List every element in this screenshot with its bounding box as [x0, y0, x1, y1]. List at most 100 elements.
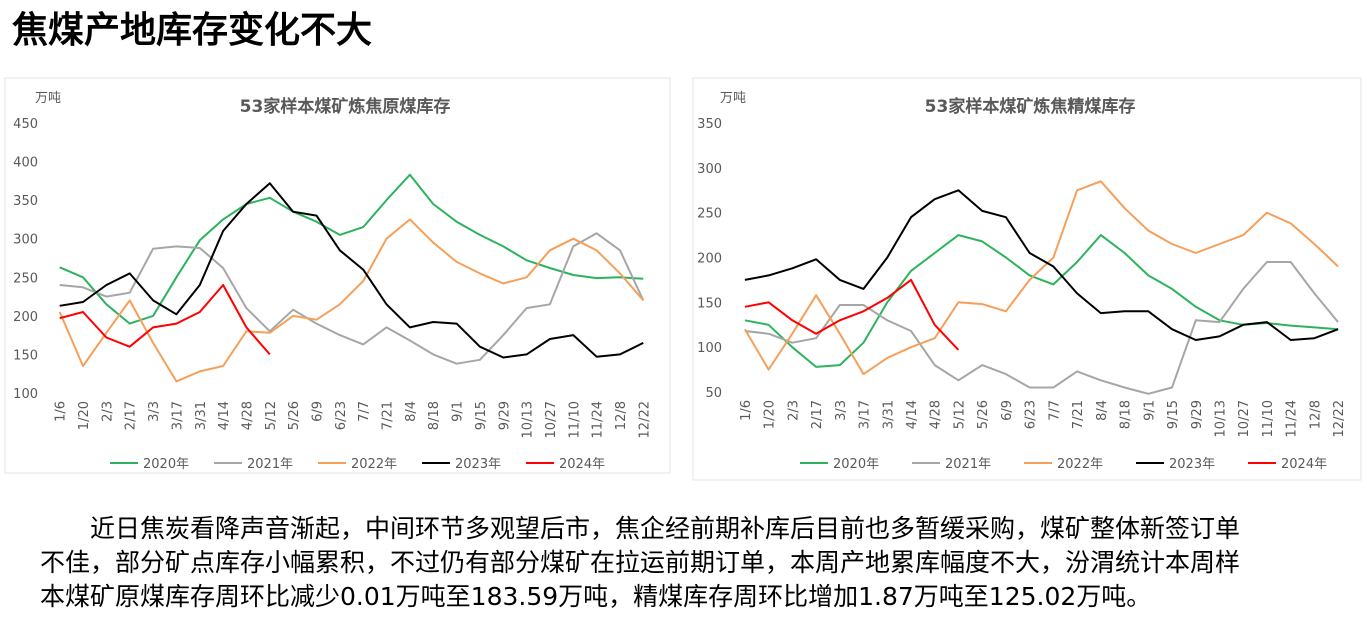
y-tick-label: 250 [13, 271, 38, 286]
y-tick-label: 250 [697, 207, 722, 222]
legend-label: 2024年 [1281, 457, 1327, 472]
y-axis-unit: 万吨 [720, 91, 746, 106]
paragraph-line: 不佳，部分矿点库存小幅累积，不过仍有部分煤矿在拉运前期订单，本周产地累库幅度不大… [40, 548, 1241, 577]
x-tick-label: 11/10 [567, 401, 582, 438]
x-tick-label: 12/22 [637, 401, 652, 438]
x-tick-label: 11/24 [1285, 400, 1300, 437]
paragraph-line: 近日焦炭看降声音渐起，中间环节多观望后市，焦企经前期补库后目前也多暂缓采购，煤矿… [90, 514, 1241, 543]
x-tick-label: 10/13 [521, 401, 536, 438]
x-tick-label: 3/3 [834, 400, 849, 421]
legend-label: 2023年 [455, 457, 501, 472]
x-tick-label: 6/23 [1024, 400, 1039, 429]
x-tick-label: 3/3 [147, 401, 162, 422]
x-tick-label: 4/14 [217, 401, 232, 430]
x-tick-label: 11/10 [1261, 400, 1276, 437]
legend-label: 2022年 [1057, 457, 1103, 472]
y-tick-label: 100 [697, 341, 722, 356]
x-tick-label: 5/26 [976, 400, 991, 429]
x-tick-label: 2/17 [124, 401, 139, 430]
series-line [59, 173, 644, 325]
series-line [59, 232, 645, 365]
series-line [744, 261, 1339, 395]
x-tick-label: 5/12 [952, 400, 967, 429]
x-tick-label: 6/23 [334, 401, 349, 430]
y-tick-label: 450 [13, 117, 38, 132]
paragraph-line: 本煤矿原煤库存周环比减少0.01万吨至183.59万吨，精煤库存周环比增加1.8… [40, 582, 1152, 611]
x-tick-label: 9/1 [451, 401, 466, 422]
x-tick-label: 10/27 [544, 401, 559, 438]
charts: 焦煤产地库存变化不大 53家样本煤矿炼焦原煤库存 万吨 100 150 200 250 30… [4, 9, 1362, 481]
x-tick-label: 6/9 [1000, 400, 1015, 421]
x-tick-label: 9/29 [497, 401, 512, 430]
x-tick-label: 4/28 [240, 401, 255, 430]
legend-label: 2021年 [247, 457, 293, 472]
series-line [59, 284, 271, 356]
paragraph: 近日焦炭看降声音渐起，中间环节多观望后市，焦企经前期补库后目前也多暂缓采购，煤矿… [40, 512, 1340, 614]
x-tick-label: 12/8 [1308, 400, 1323, 429]
x-tick-label: 9/29 [1190, 400, 1205, 429]
chart-title: 53家样本煤矿炼焦精煤库存 [925, 96, 1136, 117]
x-tick-label: 1/6 [739, 400, 754, 421]
x-tick-label: 7/21 [1071, 400, 1086, 429]
x-tick-label: 10/27 [1237, 400, 1252, 437]
x-tick-label: 12/22 [1332, 400, 1347, 437]
x-tick-label: 9/15 [474, 401, 489, 430]
x-tick-label: 9/15 [1166, 400, 1181, 429]
y-tick-label: 50 [705, 386, 722, 401]
x-tick-label: 1/20 [763, 400, 778, 429]
x-tick-label: 5/26 [287, 401, 302, 430]
series-line [58, 218, 645, 383]
x-tick-label: 1/6 [54, 401, 69, 422]
y-tick-label: 350 [13, 194, 38, 209]
x-tick-label: 8/4 [404, 401, 419, 422]
y-tick-label: 300 [13, 233, 38, 248]
legend-label: 2020年 [143, 457, 189, 472]
x-tick-label: 3/31 [881, 400, 896, 429]
x-tick-label: 5/12 [264, 401, 279, 430]
x-tick-label: 8/18 [1119, 400, 1134, 429]
legend-label: 2023年 [1169, 457, 1215, 472]
x-tick-label: 2/3 [100, 401, 115, 422]
x-tick-label: 11/24 [591, 401, 606, 438]
series-line [744, 180, 1339, 376]
x-tick-label: 2/3 [786, 400, 801, 421]
x-tick-label: 7/21 [381, 401, 396, 430]
y-tick-label: 200 [697, 252, 722, 267]
x-tick-label: 4/14 [905, 400, 920, 429]
y-tick-label: 200 [13, 310, 38, 325]
series-line [59, 182, 644, 359]
series-line [744, 189, 1339, 341]
y-tick-label: 150 [13, 348, 38, 363]
x-tick-label: 12/8 [614, 401, 629, 430]
chart-frame [692, 77, 1362, 481]
chart-frame [4, 77, 671, 474]
x-tick-label: 10/13 [1213, 400, 1228, 437]
x-tick-label: 9/1 [1142, 400, 1157, 421]
series-line [744, 278, 960, 351]
x-tick-label: 8/18 [427, 401, 442, 430]
x-tick-label: 4/28 [929, 400, 944, 429]
x-tick-label: 6/9 [310, 401, 325, 422]
y-axis-unit: 万吨 [35, 91, 61, 106]
legend-label: 2020年 [833, 457, 879, 472]
y-tick-label: 150 [697, 296, 722, 311]
chart-title: 53家样本煤矿炼焦原煤库存 [240, 96, 451, 117]
y-tick-label: 350 [697, 117, 722, 132]
x-tick-label: 8/4 [1095, 400, 1110, 421]
legend-label: 2022年 [351, 457, 397, 472]
page-title: 焦煤产地库存变化不大 [12, 9, 372, 51]
y-tick-label: 100 [13, 387, 38, 402]
x-tick-label: 7/7 [357, 401, 372, 422]
y-tick-label: 400 [13, 156, 38, 171]
x-tick-label: 3/17 [170, 401, 185, 430]
x-tick-label: 7/7 [1047, 400, 1062, 421]
x-tick-label: 2/17 [810, 400, 825, 429]
x-tick-label: 3/17 [858, 400, 873, 429]
y-tick-label: 300 [697, 162, 722, 177]
x-tick-label: 3/31 [194, 401, 209, 430]
legend-label: 2021年 [945, 457, 991, 472]
x-tick-label: 1/20 [77, 401, 92, 430]
series-line [744, 234, 1339, 368]
legend-label: 2024年 [559, 457, 605, 472]
